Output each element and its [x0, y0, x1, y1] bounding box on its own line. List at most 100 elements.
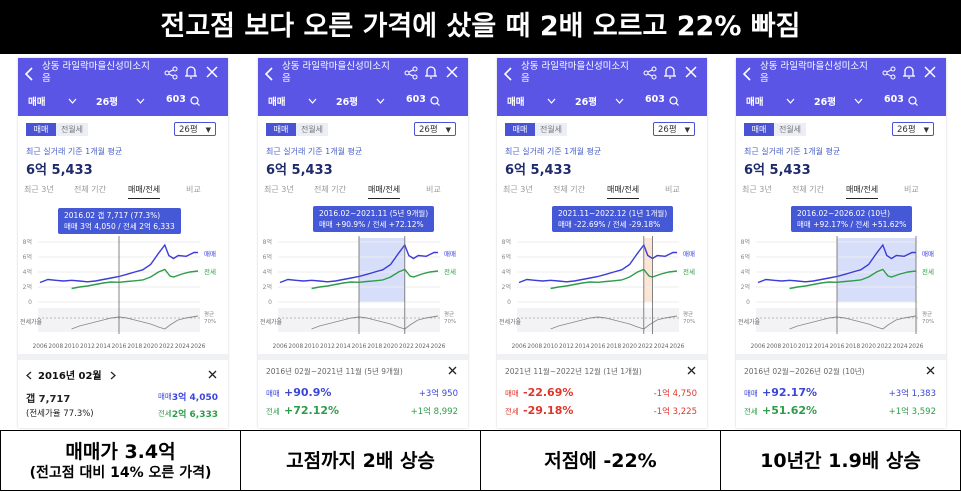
- x-tick-label: 2018: [606, 344, 621, 350]
- change-amount: -1억 3,225: [653, 407, 697, 417]
- close-button[interactable]: [448, 366, 457, 375]
- dropdown-arrow: ▼: [445, 126, 451, 134]
- close-button[interactable]: [926, 366, 935, 375]
- size-select[interactable]: 26평 ▼: [653, 122, 695, 136]
- size-select[interactable]: 26평 ▼: [414, 122, 456, 136]
- close-button[interactable]: [208, 370, 217, 379]
- back-button[interactable]: [24, 67, 34, 81]
- filter-select[interactable]: 매매: [742, 91, 802, 111]
- back-button[interactable]: [742, 67, 752, 81]
- caption-text: 10년간 1.9배 상승: [760, 449, 921, 472]
- trade-tab[interactable]: 전월세: [535, 123, 567, 136]
- period-label: 2016년 02월~2021년 11월 (5년 9개월): [266, 367, 403, 376]
- period-tab[interactable]: 비교: [665, 185, 680, 194]
- trade-tab[interactable]: 전월세: [56, 123, 88, 136]
- x-tick-label: 2012: [798, 344, 813, 350]
- x-tick-label: 2006: [512, 344, 527, 350]
- filter-select[interactable]: 26평: [332, 91, 392, 111]
- size-select[interactable]: 26평 ▼: [174, 122, 216, 136]
- x-tick-label: 2026: [191, 344, 206, 350]
- average-price: 6억 5,433: [266, 163, 333, 178]
- change-label: 전세: [505, 407, 519, 416]
- chart-tooltip: 2016.02~2026.02 (10년) 매매 +92.17% / 전세 +51…: [791, 206, 913, 232]
- close-button[interactable]: [924, 66, 936, 78]
- trade-tab[interactable]: 매매: [266, 123, 296, 136]
- close-button[interactable]: [446, 66, 458, 78]
- period-tab[interactable]: 전체 기간: [553, 185, 585, 194]
- next-month[interactable]: [110, 371, 116, 380]
- price-label: 매매: [158, 392, 172, 401]
- filter-select[interactable]: 매매: [503, 91, 563, 111]
- average-label: 최근 실거래 기준 1개월 평균: [744, 147, 841, 156]
- period-tab[interactable]: 매매/전세: [128, 184, 161, 199]
- trade-tab[interactable]: 매매: [505, 123, 535, 136]
- change-amount: -1억 4,750: [653, 389, 697, 399]
- period-tab[interactable]: 매매/전세: [368, 184, 401, 199]
- trade-tab[interactable]: 전월세: [296, 123, 328, 136]
- average-label: 최근 실거래 기준 1개월 평균: [266, 147, 363, 156]
- app-screenshot: 상동 라일락마을신성미소지음 매매 26평 603 매매 전월세 26평 ▼ 최근 실거래 기준…: [258, 58, 468, 428]
- share-button[interactable]: [882, 66, 896, 80]
- alarm-button[interactable]: [663, 65, 677, 80]
- tooltip-line: 2016.02~2026.02 (10년): [797, 209, 890, 218]
- back-button[interactable]: [264, 67, 274, 81]
- change-label: 전세: [266, 407, 280, 416]
- x-tick-label: 2020: [383, 344, 398, 350]
- period-tab[interactable]: 비교: [186, 185, 201, 194]
- filter-select[interactable]: 26평: [92, 91, 152, 111]
- y-tick-label: 2억: [502, 283, 511, 291]
- period-tab[interactable]: 최근 3년: [24, 185, 54, 194]
- alarm-button[interactable]: [902, 65, 916, 80]
- trade-tab[interactable]: 전월세: [774, 123, 806, 136]
- filter-select[interactable]: 매매: [264, 91, 324, 111]
- x-tick-label: 2020: [143, 344, 158, 350]
- trade-tab[interactable]: 매매: [26, 123, 56, 136]
- x-tick-label: 2008: [766, 344, 781, 350]
- period-tab[interactable]: 최근 3년: [503, 185, 533, 194]
- filter-label: 매매: [746, 97, 764, 108]
- period-tab[interactable]: 전체 기간: [792, 185, 824, 194]
- average-price: 6억 5,433: [26, 163, 93, 178]
- filter-select[interactable]: 603: [162, 91, 222, 111]
- filter-label: 매매: [507, 97, 525, 108]
- x-tick-label: 2026: [431, 344, 446, 350]
- close-button[interactable]: [206, 66, 218, 78]
- tooltip-line: 매매 3억 4,050 / 전세 2억 6,333: [64, 222, 175, 231]
- filter-select[interactable]: 603: [880, 91, 940, 111]
- filter-select[interactable]: 26평: [571, 91, 631, 111]
- period-tab[interactable]: 전체 기간: [74, 185, 106, 194]
- x-tick-label: 2010: [782, 344, 797, 350]
- filter-select[interactable]: 603: [641, 91, 701, 111]
- close-button[interactable]: [685, 66, 697, 78]
- back-button[interactable]: [503, 67, 513, 81]
- period-tab[interactable]: 비교: [426, 185, 441, 194]
- x-tick-label: 2014: [575, 344, 590, 350]
- average-price: 6억 5,433: [744, 163, 811, 178]
- period-tab[interactable]: 최근 3년: [742, 185, 772, 194]
- filter-label: 603: [645, 94, 665, 105]
- divider: [258, 354, 468, 360]
- share-button[interactable]: [643, 66, 657, 80]
- size-select[interactable]: 26평 ▼: [892, 122, 934, 136]
- share-button[interactable]: [404, 66, 418, 80]
- period-tab[interactable]: 비교: [904, 185, 919, 194]
- filter-select[interactable]: 26평: [810, 91, 870, 111]
- chevron-icon: [786, 98, 795, 104]
- filter-select[interactable]: 603: [402, 91, 462, 111]
- period-tab[interactable]: 매매/전세: [846, 184, 879, 199]
- share-button[interactable]: [164, 66, 178, 80]
- x-tick-label: 2024: [654, 344, 669, 350]
- period-tab[interactable]: 최근 3년: [264, 185, 294, 194]
- close-button[interactable]: [687, 366, 696, 375]
- x-tick-label: 2014: [814, 344, 829, 350]
- period-tab[interactable]: 매매/전세: [607, 184, 640, 199]
- alarm-button[interactable]: [424, 65, 438, 80]
- average-label: 최근 실거래 기준 1개월 평균: [505, 147, 602, 156]
- caption-text: 매매가 3.4억: [65, 440, 176, 463]
- prev-month[interactable]: [26, 371, 32, 380]
- alarm-button[interactable]: [184, 65, 198, 80]
- trade-tab[interactable]: 매매: [744, 123, 774, 136]
- filter-select[interactable]: 매매: [24, 91, 84, 111]
- period-tab[interactable]: 전체 기간: [314, 185, 346, 194]
